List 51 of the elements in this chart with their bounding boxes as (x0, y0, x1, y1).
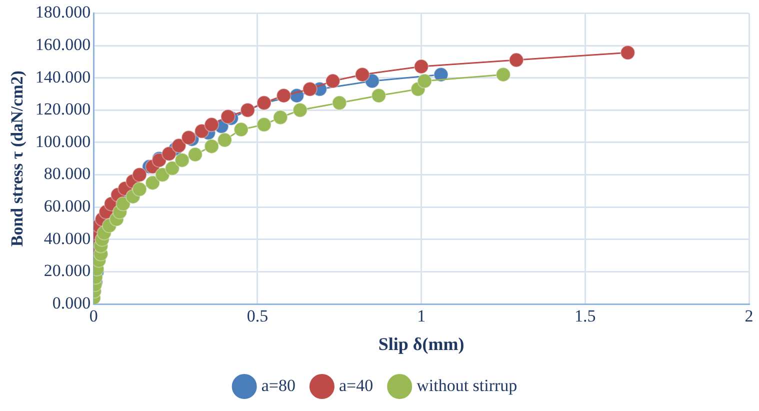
y-tick-label: 80.000 (44, 164, 91, 184)
point (332, 95, 347, 110)
point (240, 102, 256, 118)
point (292, 102, 308, 118)
x-tick-label: 2 (744, 306, 754, 326)
legend-label: a=80 (261, 376, 296, 395)
point (164, 160, 180, 176)
point (204, 117, 220, 132)
x-axis-title: Slip δ(mm) (378, 334, 464, 354)
point (171, 138, 186, 154)
point (181, 130, 196, 146)
point (417, 74, 432, 89)
x-tick-label: 0 (89, 306, 98, 326)
x-tick-label: 1 (417, 306, 426, 326)
point (217, 132, 232, 148)
point (414, 59, 429, 74)
y-tick-label: 0.000 (52, 293, 91, 312)
point (145, 175, 160, 190)
point (276, 88, 292, 104)
y-tick-label: 20.000 (44, 261, 91, 280)
point (272, 110, 288, 125)
point (433, 67, 448, 82)
point (325, 74, 340, 89)
point (132, 182, 148, 197)
point (371, 88, 386, 104)
point (620, 45, 636, 60)
point (132, 167, 148, 182)
legend-label: without stirrup (416, 376, 518, 395)
y-tick-label: 120.000 (35, 100, 91, 119)
x-tick-label: 1.5 (574, 306, 596, 326)
y-axis-title: Bond stress τ (daN/cm2) (8, 70, 27, 247)
point (508, 52, 524, 68)
point (234, 122, 249, 138)
point (256, 117, 272, 132)
y-tick-label: 140.000 (35, 67, 91, 86)
point (204, 138, 220, 154)
point (116, 196, 131, 212)
point (162, 146, 177, 162)
point (188, 147, 203, 162)
y-tick-label: 60.000 (44, 196, 91, 216)
point (220, 109, 236, 124)
point (354, 67, 370, 82)
point (302, 82, 318, 97)
y-tick-label: 40.000 (44, 228, 91, 248)
x-tick-label: 0.5 (246, 306, 268, 326)
legend-label: a=40 (338, 376, 374, 395)
point (496, 67, 511, 82)
point (174, 152, 190, 168)
y-tick-label: 180.000 (35, 2, 91, 22)
y-tick-label: 100.000 (35, 132, 91, 151)
y-tick-label: 160.000 (35, 34, 91, 54)
